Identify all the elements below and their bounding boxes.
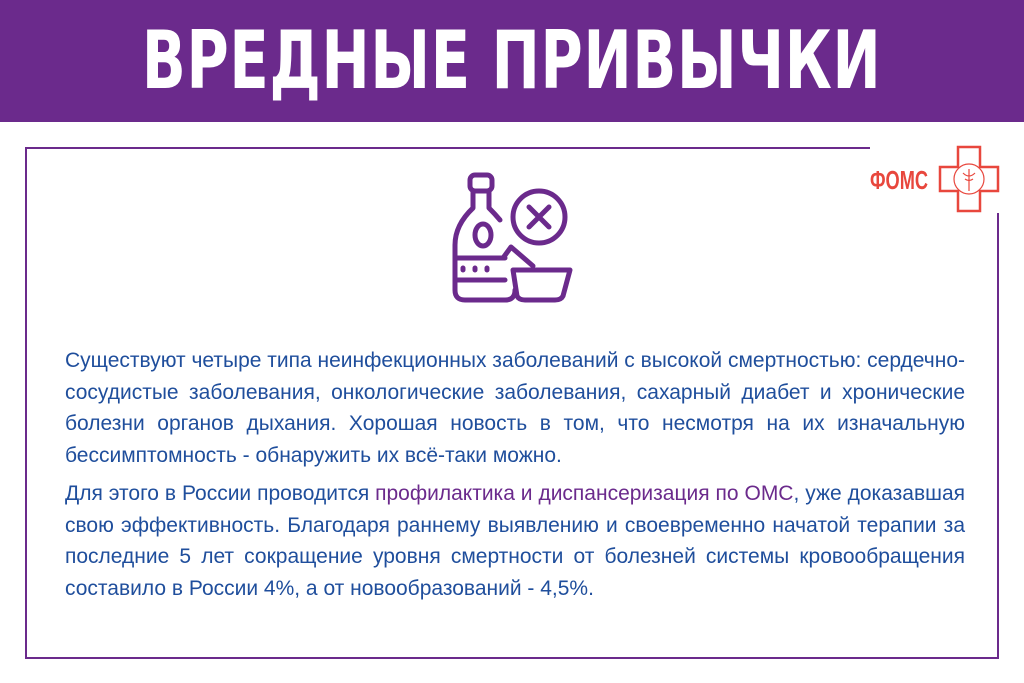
page-title: ВРЕДНЫЕ ПРИВЫЧКИ bbox=[142, 14, 882, 107]
alcohol-and-drugs-prohibited-icon bbox=[452, 172, 573, 303]
logo-text: ФОМС bbox=[870, 165, 929, 195]
prevention-text-end: , уже доказавшая свою эффективность. Бла… bbox=[65, 482, 965, 600]
content-frame bbox=[25, 147, 999, 659]
prevention-highlight: профилактика и диспансеризация по ОМС bbox=[375, 482, 794, 505]
prevention-text-start: Для этого в России проводится bbox=[65, 482, 376, 505]
medical-cross-icon bbox=[938, 145, 1000, 213]
intro-paragraph-text: Существуют четыре типа неинфекционных за… bbox=[65, 349, 965, 467]
intro-paragraph: Существуют четыре типа неинфекционных за… bbox=[65, 345, 965, 471]
header-banner: ВРЕДНЫЕ ПРИВЫЧКИ bbox=[0, 0, 1024, 122]
prevention-paragraph: Для этого в России проводится профилакти… bbox=[65, 478, 965, 604]
foms-logo: ФОМС bbox=[870, 145, 1000, 213]
